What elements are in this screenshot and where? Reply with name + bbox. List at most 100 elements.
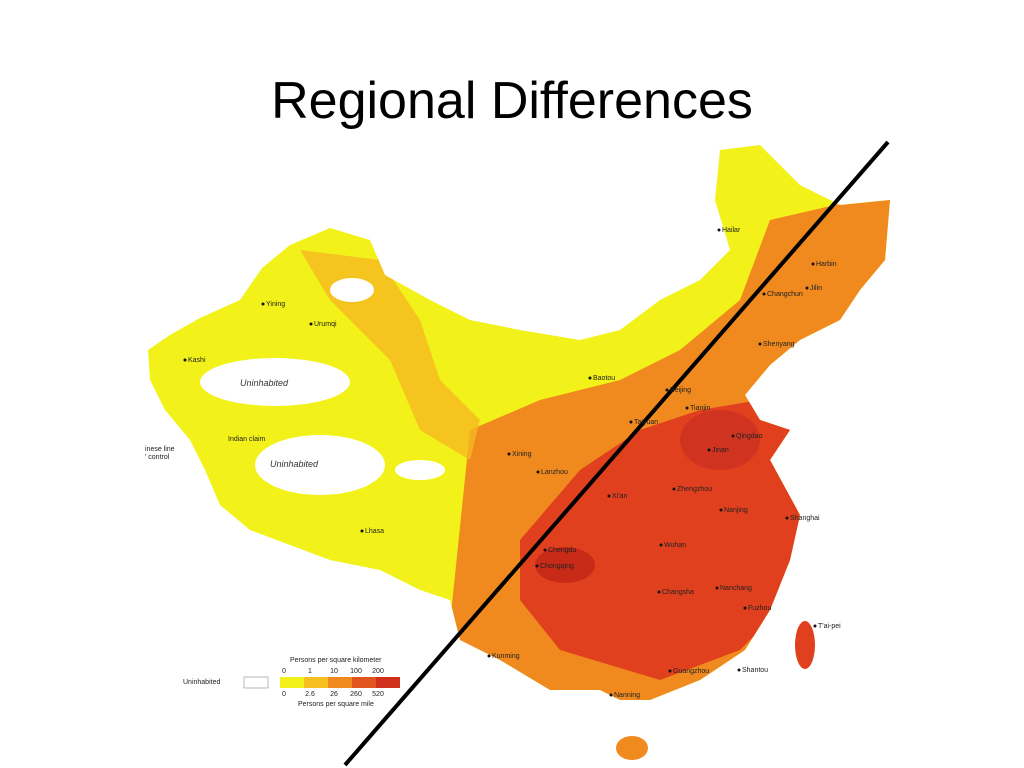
city-label: Qingdao bbox=[736, 433, 763, 440]
city-label: Shanghai bbox=[790, 515, 820, 522]
legend-title: Persons per square kilometer bbox=[290, 657, 382, 664]
legend: Persons per square kilometer Uninhabited… bbox=[183, 657, 400, 708]
city-label: Changchun bbox=[767, 291, 803, 298]
city-dot bbox=[261, 302, 265, 306]
city-label: Tianjin bbox=[690, 405, 710, 412]
legend-km-value: 0 bbox=[282, 668, 286, 675]
city-dot bbox=[719, 508, 723, 512]
city-dot bbox=[672, 487, 676, 491]
city-dot bbox=[487, 654, 491, 658]
city-label: Guangzhou bbox=[673, 668, 709, 675]
city-dot bbox=[685, 406, 689, 410]
city-dot bbox=[758, 342, 762, 346]
city-label: Nanning bbox=[614, 692, 640, 699]
region-label: ' control bbox=[145, 454, 170, 461]
legend-swatch bbox=[280, 677, 304, 688]
city-dot bbox=[183, 358, 187, 362]
city-label: Kashi bbox=[188, 357, 206, 364]
divide-line bbox=[343, 140, 890, 767]
city-dot bbox=[813, 624, 817, 628]
city-label: Hailar bbox=[722, 227, 741, 234]
city-label: Changsha bbox=[662, 589, 694, 596]
city-dot bbox=[731, 434, 735, 438]
city-dot bbox=[665, 388, 669, 392]
legend-swatch bbox=[304, 677, 328, 688]
moderate-density-area bbox=[300, 250, 480, 460]
legend-swatch bbox=[328, 677, 352, 688]
city-label: Kunming bbox=[492, 653, 520, 660]
city-dot bbox=[762, 292, 766, 296]
taiwan bbox=[795, 621, 815, 669]
high-density-area bbox=[520, 400, 800, 680]
dense-core bbox=[535, 547, 595, 583]
legend-mile-value: 520 bbox=[372, 691, 384, 698]
city-label: Xining bbox=[512, 451, 532, 458]
map-labels: Hailar Harbin Jilin Changchun Shenyang Yining… bbox=[145, 227, 841, 699]
region-label: Indian claim bbox=[228, 436, 266, 443]
legend-km-value: 10 bbox=[330, 668, 338, 675]
city-dot bbox=[707, 448, 711, 452]
dense-core bbox=[680, 410, 760, 470]
region-label: Uninhabited bbox=[240, 378, 289, 388]
city-dot bbox=[609, 693, 613, 697]
city-dot bbox=[785, 516, 789, 520]
city-label: Lhasa bbox=[365, 528, 384, 535]
city-dot bbox=[543, 548, 547, 552]
city-label: Lanzhou bbox=[541, 469, 568, 476]
legend-mile-value: 2.6 bbox=[305, 691, 315, 698]
city-label: Xi'an bbox=[612, 493, 627, 500]
legend-swatch bbox=[243, 676, 269, 689]
legend-swatch bbox=[376, 677, 400, 688]
city-dot bbox=[629, 420, 633, 424]
city-label: Fuzhou bbox=[748, 605, 771, 612]
region-label: Uninhabited bbox=[270, 459, 319, 469]
city-label: Taiyuan bbox=[634, 419, 658, 426]
region-label: inese line bbox=[145, 446, 175, 453]
legend-subtitle: Persons per square mile bbox=[298, 701, 374, 708]
legend-mile-value: 0 bbox=[282, 691, 286, 698]
uninhabited-area bbox=[395, 460, 445, 480]
city-dot bbox=[805, 286, 809, 290]
city-dot bbox=[737, 668, 741, 672]
map bbox=[148, 140, 890, 767]
city-label: Nanjing bbox=[724, 507, 748, 514]
city-dot bbox=[743, 606, 747, 610]
city-label: Jilin bbox=[810, 285, 822, 292]
city-dot bbox=[657, 590, 661, 594]
uninhabited-area bbox=[330, 278, 374, 302]
legend-swatch bbox=[352, 677, 376, 688]
city-dot bbox=[360, 529, 364, 533]
city-label: Jinan bbox=[712, 447, 729, 454]
legend-mile-value: 260 bbox=[350, 691, 362, 698]
city-label: Zhengzhou bbox=[677, 486, 712, 493]
city-dot bbox=[659, 543, 663, 547]
city-dot bbox=[535, 564, 539, 568]
city-dot bbox=[536, 470, 540, 474]
legend-uninhabited: Uninhabited bbox=[183, 679, 220, 686]
legend-km-value: 1 bbox=[308, 668, 312, 675]
legend-mile-value: 26 bbox=[330, 691, 338, 698]
city-dot bbox=[717, 228, 721, 232]
slide-title: Regional Differences bbox=[271, 72, 753, 130]
city-label: Wuhan bbox=[664, 542, 686, 549]
city-dot bbox=[309, 322, 313, 326]
city-label: Yining bbox=[266, 301, 285, 308]
city-label: Baotou bbox=[593, 375, 615, 382]
city-label: Shenyang bbox=[763, 341, 795, 348]
city-label: Beijing bbox=[670, 387, 691, 394]
city-label: Harbin bbox=[816, 261, 837, 268]
city-dot bbox=[715, 586, 719, 590]
city-dot bbox=[811, 262, 815, 266]
city-label: Urumqi bbox=[314, 321, 337, 328]
city-label: Shantou bbox=[742, 667, 768, 674]
city-label: Chongqing bbox=[540, 563, 574, 570]
legend-km-value: 100 bbox=[350, 668, 362, 675]
hainan bbox=[616, 736, 648, 760]
uninhabited-area bbox=[200, 358, 350, 406]
city-dot bbox=[668, 669, 672, 673]
legend-km-value: 200 bbox=[372, 668, 384, 675]
city-label: Chengdu bbox=[548, 547, 577, 554]
uninhabited-area bbox=[255, 435, 385, 495]
